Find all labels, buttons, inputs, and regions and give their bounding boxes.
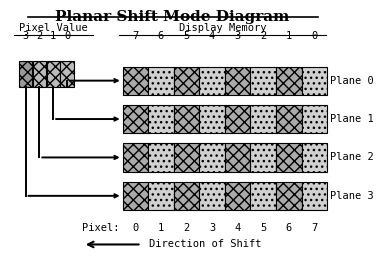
- Text: 5: 5: [260, 223, 266, 233]
- Text: 0: 0: [132, 223, 138, 233]
- FancyBboxPatch shape: [276, 182, 302, 210]
- Text: 1: 1: [158, 223, 164, 233]
- FancyBboxPatch shape: [250, 143, 276, 172]
- Text: 4: 4: [209, 31, 215, 41]
- FancyBboxPatch shape: [250, 182, 276, 210]
- Text: Display Memory: Display Memory: [179, 23, 267, 33]
- FancyBboxPatch shape: [148, 143, 174, 172]
- FancyBboxPatch shape: [199, 105, 225, 133]
- FancyBboxPatch shape: [174, 182, 199, 210]
- FancyBboxPatch shape: [148, 182, 174, 210]
- FancyBboxPatch shape: [33, 61, 46, 87]
- FancyBboxPatch shape: [123, 67, 148, 95]
- FancyBboxPatch shape: [61, 61, 74, 87]
- FancyBboxPatch shape: [47, 61, 60, 87]
- FancyBboxPatch shape: [225, 143, 250, 172]
- FancyBboxPatch shape: [199, 143, 225, 172]
- FancyBboxPatch shape: [302, 182, 327, 210]
- Text: 7: 7: [132, 31, 138, 41]
- FancyBboxPatch shape: [123, 105, 148, 133]
- Text: 1: 1: [286, 31, 292, 41]
- FancyBboxPatch shape: [250, 105, 276, 133]
- Text: 7: 7: [311, 223, 317, 233]
- FancyBboxPatch shape: [302, 67, 327, 95]
- Text: 5: 5: [183, 31, 190, 41]
- FancyBboxPatch shape: [199, 67, 225, 95]
- Text: 6: 6: [286, 223, 292, 233]
- FancyBboxPatch shape: [302, 105, 327, 133]
- Text: Plane 1: Plane 1: [330, 114, 374, 124]
- Text: 2: 2: [36, 31, 42, 41]
- FancyBboxPatch shape: [302, 143, 327, 172]
- FancyBboxPatch shape: [276, 105, 302, 133]
- Text: 1: 1: [50, 31, 56, 41]
- Text: 3: 3: [23, 31, 29, 41]
- Text: Direction of Shift: Direction of Shift: [149, 239, 261, 250]
- Text: 3: 3: [235, 31, 241, 41]
- Text: Planar Shift Mode Diagram: Planar Shift Mode Diagram: [56, 10, 290, 24]
- FancyBboxPatch shape: [225, 105, 250, 133]
- FancyBboxPatch shape: [148, 67, 174, 95]
- FancyBboxPatch shape: [19, 61, 32, 87]
- FancyBboxPatch shape: [276, 67, 302, 95]
- FancyBboxPatch shape: [123, 143, 148, 172]
- FancyBboxPatch shape: [276, 143, 302, 172]
- Text: 0: 0: [311, 31, 317, 41]
- Text: 3: 3: [209, 223, 215, 233]
- Text: Plane 0: Plane 0: [330, 76, 374, 86]
- Text: Plane 3: Plane 3: [330, 191, 374, 201]
- FancyBboxPatch shape: [123, 182, 148, 210]
- FancyBboxPatch shape: [225, 67, 250, 95]
- Text: Pixel:: Pixel:: [82, 223, 119, 233]
- Text: Plane 2: Plane 2: [330, 152, 374, 163]
- FancyBboxPatch shape: [250, 67, 276, 95]
- Text: 2: 2: [183, 223, 190, 233]
- FancyBboxPatch shape: [174, 143, 199, 172]
- Text: 4: 4: [235, 223, 241, 233]
- Text: 6: 6: [158, 31, 164, 41]
- FancyBboxPatch shape: [148, 105, 174, 133]
- Text: 2: 2: [260, 31, 266, 41]
- FancyBboxPatch shape: [174, 105, 199, 133]
- FancyBboxPatch shape: [225, 182, 250, 210]
- FancyBboxPatch shape: [199, 182, 225, 210]
- Text: 0: 0: [64, 31, 70, 41]
- FancyBboxPatch shape: [174, 67, 199, 95]
- Text: Pixel Value: Pixel Value: [19, 23, 88, 33]
